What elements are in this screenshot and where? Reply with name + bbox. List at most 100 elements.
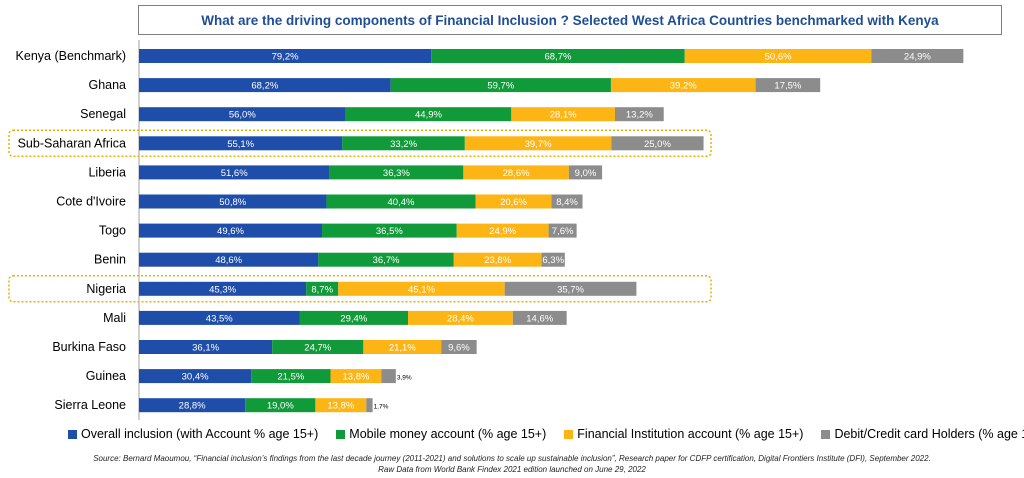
data-label-kenya-benchmark-s2: 50,6% bbox=[765, 52, 792, 63]
bar-sub-saharan-africa-s2 bbox=[464, 136, 612, 151]
data-label-guinea-s1: 21,5% bbox=[277, 372, 304, 383]
data-label-sierra-leone-s1: 19,0% bbox=[267, 401, 294, 412]
bar-togo-s3 bbox=[548, 223, 577, 238]
bar-benin-s3 bbox=[541, 252, 565, 267]
bar-guinea-s2 bbox=[330, 369, 382, 384]
legend-item-1: Mobile money account (% age 15+) bbox=[336, 427, 546, 441]
category-label-togo: Togo bbox=[99, 224, 126, 238]
bar-sierra-leone-s0 bbox=[139, 398, 246, 413]
bar-togo-s0 bbox=[139, 223, 323, 238]
data-label-burkina-faso-s3: 9,6% bbox=[448, 343, 470, 354]
data-label-liberia-s0: 51,6% bbox=[221, 168, 248, 179]
data-label-sierra-leone-s3: 1,7% bbox=[374, 404, 389, 411]
data-label-benin-s0: 48,6% bbox=[215, 255, 242, 266]
bar-liberia-s0 bbox=[139, 165, 330, 180]
category-label-ghana: Ghana bbox=[88, 78, 126, 92]
data-label-mali-s0: 43,5% bbox=[206, 313, 233, 324]
bar-kenya-benchmark-s2 bbox=[684, 49, 872, 63]
bar-benin-s0 bbox=[139, 252, 319, 267]
legend-swatch-1 bbox=[336, 429, 346, 439]
category-label-benin: Benin bbox=[94, 253, 126, 267]
highlight-box-sub-saharan-africa bbox=[8, 129, 712, 158]
legend-item-2: Financial Institution account (% age 15+… bbox=[564, 427, 803, 441]
chart-legend: Overall inclusion (with Account % age 15… bbox=[68, 427, 1024, 441]
data-label-cote-d-ivoire-s2: 20,6% bbox=[500, 197, 527, 208]
category-label-sierra-leone: Sierra Leone bbox=[54, 398, 126, 412]
highlight-box-nigeria bbox=[8, 275, 712, 303]
data-label-senegal-s0: 56,0% bbox=[229, 110, 256, 121]
source-raw-data-note: Raw Data from World Bank Findex 2021 edi… bbox=[378, 465, 646, 474]
bar-cote-d-ivoire-s2 bbox=[475, 194, 552, 209]
data-label-cote-d-ivoire-s3: 8,4% bbox=[556, 197, 578, 208]
legend-swatch-3 bbox=[821, 429, 831, 439]
bar-cote-d-ivoire-s3 bbox=[551, 194, 583, 209]
data-label-sierra-leone-s0: 28,8% bbox=[179, 401, 206, 412]
data-label-sub-saharan-africa-s1: 33,2% bbox=[390, 139, 417, 150]
bar-liberia-s2 bbox=[463, 165, 569, 180]
bar-senegal-s1 bbox=[345, 107, 512, 122]
bar-burkina-faso-s0 bbox=[139, 340, 273, 354]
bar-guinea-s3 bbox=[381, 369, 396, 384]
legend-label-1: Mobile money account (% age 15+) bbox=[349, 427, 547, 441]
bar-burkina-faso-s2 bbox=[363, 340, 442, 354]
bar-mali-s1 bbox=[299, 310, 409, 325]
data-label-togo-s3: 7,6% bbox=[552, 226, 574, 237]
bar-sierra-leone-s2 bbox=[315, 398, 367, 413]
data-label-cote-d-ivoire-s0: 50,8% bbox=[219, 197, 246, 208]
data-label-ghana-s2: 39,2% bbox=[670, 81, 697, 92]
category-label-sub-saharan-africa: Sub-Saharan Africa bbox=[18, 136, 126, 150]
data-label-guinea-s3: 3,9% bbox=[397, 375, 412, 382]
data-label-liberia-s3: 9,0% bbox=[575, 168, 597, 179]
bar-kenya-benchmark-s1 bbox=[431, 49, 685, 63]
category-label-burkina-faso: Burkina Faso bbox=[52, 340, 126, 354]
data-label-mali-s1: 29,4% bbox=[340, 313, 367, 324]
bar-burkina-faso-s3 bbox=[441, 340, 477, 354]
data-label-benin-s2: 23,8% bbox=[484, 255, 511, 266]
data-label-cote-d-ivoire-s1: 40,4% bbox=[388, 197, 415, 208]
data-label-ghana-s1: 59,7% bbox=[487, 81, 514, 92]
source-note: Source: Bernard Maoumou, “Financial incl… bbox=[93, 454, 931, 463]
bar-cote-d-ivoire-s1 bbox=[326, 194, 476, 209]
bar-sub-saharan-africa-s0 bbox=[139, 136, 343, 151]
legend-item-3: Debit/Credit card Holders (% age 15+) bbox=[821, 427, 1024, 441]
bar-ghana-s1 bbox=[390, 78, 611, 93]
bar-kenya-benchmark-s0 bbox=[139, 49, 432, 63]
data-label-kenya-benchmark-s1: 68,7% bbox=[545, 52, 572, 63]
chart-title-box: What are the driving components of Finan… bbox=[138, 5, 1002, 35]
data-label-sierra-leone-s2: 13,8% bbox=[327, 401, 354, 412]
data-label-togo-s0: 49,6% bbox=[217, 226, 244, 237]
data-label-senegal-s3: 13,2% bbox=[626, 110, 653, 121]
category-label-cote-d-ivoire: Cote d'Ivoire bbox=[56, 195, 126, 209]
data-label-ghana-s0: 68,2% bbox=[251, 81, 278, 92]
category-label-mali: Mali bbox=[103, 311, 126, 325]
bar-nigeria-s1 bbox=[306, 281, 339, 296]
data-label-kenya-benchmark-s0: 79,2% bbox=[272, 52, 299, 63]
bar-sierra-leone-s1 bbox=[245, 398, 316, 413]
data-label-sub-saharan-africa-s0: 55,1% bbox=[227, 139, 254, 150]
bar-mali-s0 bbox=[139, 310, 300, 325]
data-label-guinea-s2: 13,8% bbox=[343, 372, 370, 383]
category-label-senegal: Senegal bbox=[80, 107, 126, 121]
data-label-burkina-faso-s2: 21,1% bbox=[389, 343, 416, 354]
data-label-nigeria-s3: 35,7% bbox=[557, 284, 584, 295]
data-label-senegal-s2: 28,1% bbox=[550, 110, 577, 121]
data-label-nigeria-s2: 45,1% bbox=[408, 284, 435, 295]
data-label-senegal-s1: 44,9% bbox=[415, 110, 442, 121]
bar-nigeria-s0 bbox=[139, 281, 307, 296]
bar-ghana-s3 bbox=[755, 78, 821, 93]
bar-benin-s2 bbox=[453, 252, 542, 267]
category-label-guinea: Guinea bbox=[86, 369, 126, 383]
legend-item-0: Overall inclusion (with Account % age 15… bbox=[68, 427, 318, 441]
legend-swatch-0 bbox=[68, 429, 77, 439]
bar-senegal-s3 bbox=[615, 107, 664, 122]
bar-nigeria-s3 bbox=[504, 281, 637, 296]
legend-swatch-2 bbox=[564, 429, 574, 439]
bar-togo-s2 bbox=[456, 223, 549, 238]
bar-kenya-benchmark-s3 bbox=[871, 49, 964, 63]
bar-sub-saharan-africa-s3 bbox=[611, 136, 704, 151]
data-label-kenya-benchmark-s3: 24,9% bbox=[904, 52, 931, 63]
legend-label-2: Financial Institution account (% age 15+… bbox=[577, 427, 804, 441]
bar-mali-s2 bbox=[408, 310, 513, 325]
bar-senegal-s0 bbox=[139, 107, 346, 122]
bar-mali-s3 bbox=[512, 310, 567, 325]
